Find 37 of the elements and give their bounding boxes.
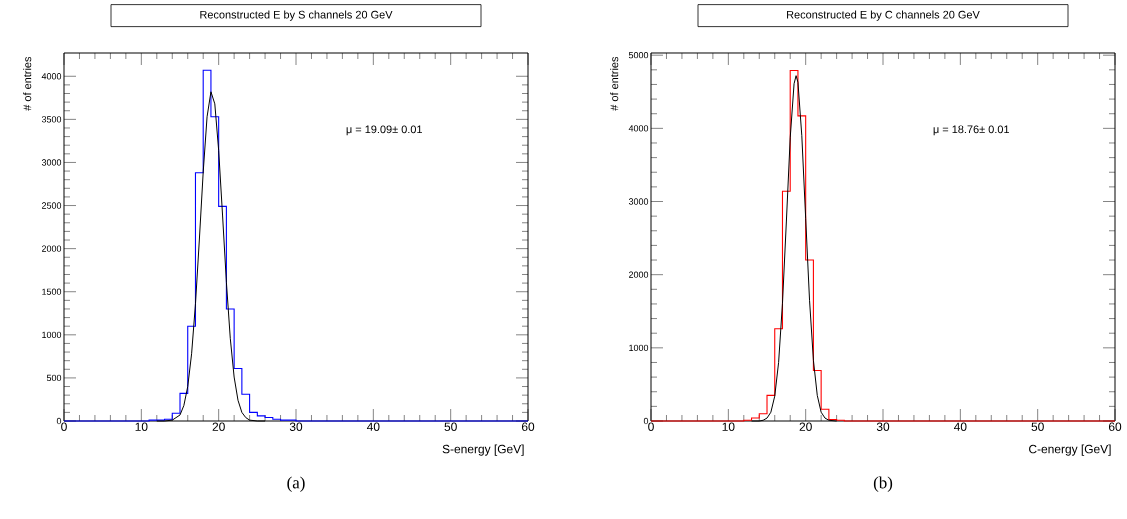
y-tick-label: 1500 xyxy=(42,288,62,295)
text: (b) xyxy=(873,476,893,492)
y-tick-label: 4000 xyxy=(41,73,62,80)
y-tick-label: 500 xyxy=(46,374,62,382)
x-tick-label: 20 xyxy=(799,422,812,431)
y-tick-label: 0 xyxy=(643,417,649,425)
y-tick-label: 2000 xyxy=(628,271,649,278)
text: (a) xyxy=(287,476,305,492)
chart-title: Reconstructed E by C channels 20 GeV xyxy=(787,10,980,21)
x-tick-label: 40 xyxy=(953,422,967,431)
x-tick-label: 60 xyxy=(521,422,535,431)
y-tick-label: 1000 xyxy=(42,331,62,338)
x-tick-label: 30 xyxy=(289,422,303,431)
x-axis-title: S-energy [GeV] xyxy=(442,444,524,456)
y-tick-label: 3500 xyxy=(41,116,62,123)
y-tick-label: 0 xyxy=(56,417,62,425)
x-tick-label: 10 xyxy=(722,422,735,431)
annotation: μ = 19.09± 0.01 xyxy=(346,125,422,136)
x-tick-label: 40 xyxy=(366,422,380,431)
x-tick-label: 10 xyxy=(135,422,148,431)
x-tick-label: 30 xyxy=(876,422,890,431)
x-axis-title: C-energy [GeV] xyxy=(1029,444,1111,456)
x-tick-label: 60 xyxy=(1108,422,1122,431)
y-tick-label: 2000 xyxy=(41,245,62,252)
x-tick-label: 20 xyxy=(212,422,225,431)
y-tick-label: 3000 xyxy=(41,159,62,166)
y-axis-title: # of entries xyxy=(23,56,32,111)
y-tick-label: 4000 xyxy=(628,125,649,132)
y-tick-label: 2500 xyxy=(41,202,62,209)
y-tick-label: 3000 xyxy=(628,198,649,205)
y-tick-label: 5000 xyxy=(628,52,649,59)
chart-title: Reconstructed E by S channels 20 GeV xyxy=(200,10,393,21)
annotation: μ = 18.76± 0.01 xyxy=(933,125,1010,136)
x-tick-label: 50 xyxy=(444,422,457,431)
y-tick-label: 1000 xyxy=(629,344,649,352)
y-axis-title: # of entries xyxy=(610,56,619,111)
x-tick-label: 50 xyxy=(1031,422,1044,431)
